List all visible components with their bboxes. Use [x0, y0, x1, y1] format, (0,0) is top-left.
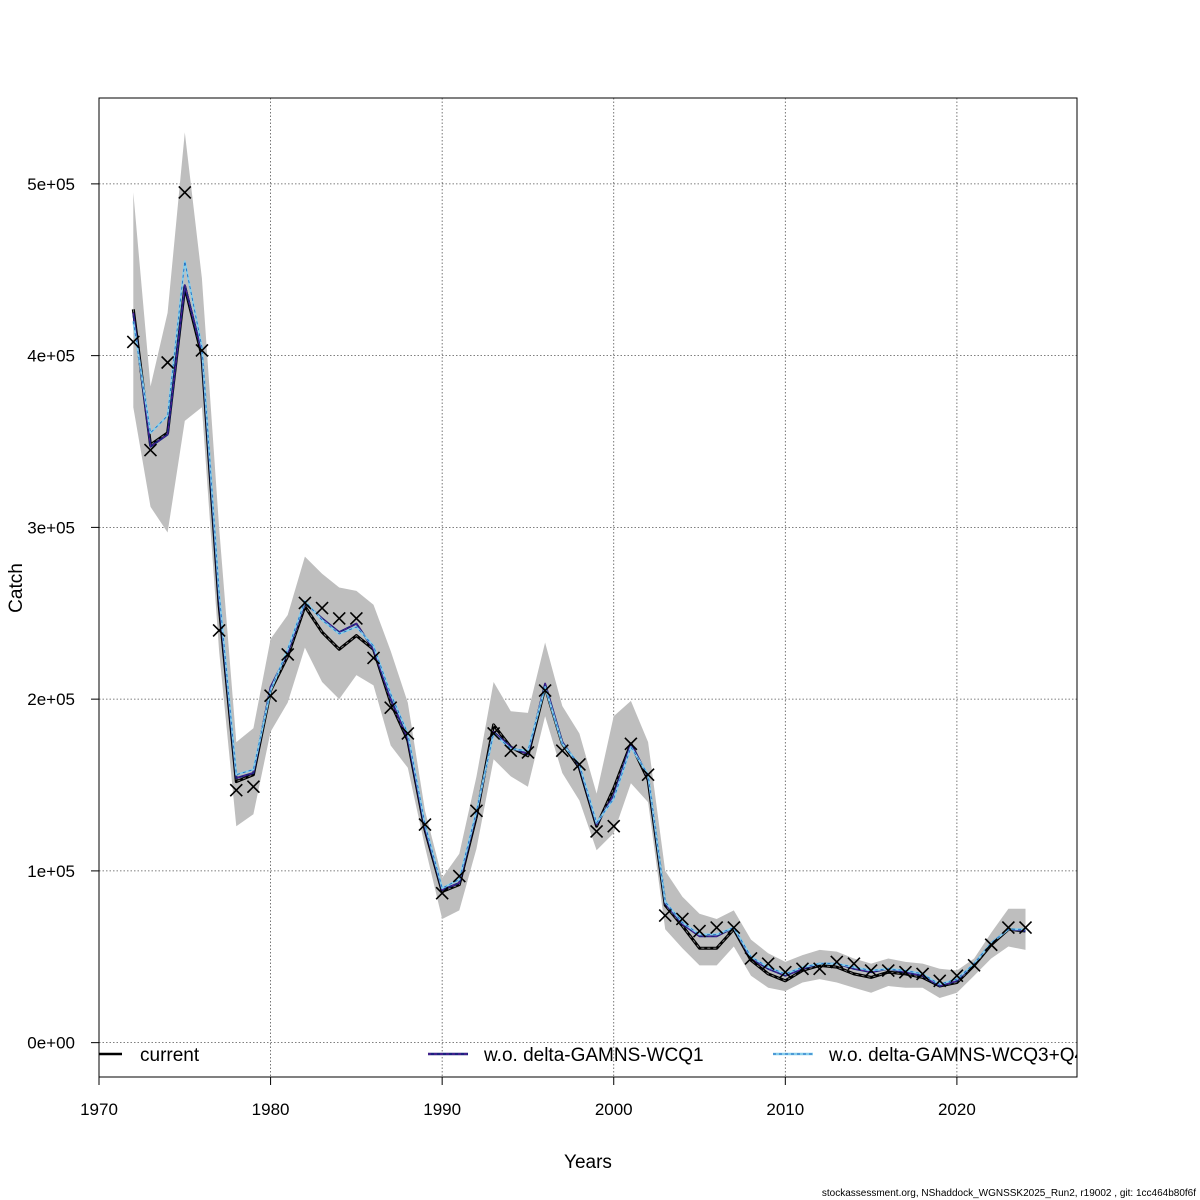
observed-point	[933, 974, 947, 988]
observed-point	[761, 957, 775, 971]
x-tick-label: 1980	[252, 1100, 290, 1119]
observed-point	[298, 596, 312, 610]
confidence-band-area	[133, 132, 1026, 998]
observed-point	[1001, 921, 1015, 935]
observed-point	[178, 185, 192, 200]
observed-point	[847, 957, 861, 971]
y-tick-label: 3e+05	[27, 518, 75, 537]
observed-point	[264, 689, 278, 703]
observed-point	[349, 611, 363, 625]
y-axis-label: Catch	[6, 563, 27, 613]
legend-label-current: current	[140, 1045, 200, 1066]
x-axis: 1970 1980 1990 2000 2010 2020	[80, 1077, 976, 1119]
observed-point	[487, 726, 501, 741]
observed-point	[246, 780, 260, 794]
series-line-inner-2	[132, 261, 1026, 985]
observed-point	[452, 869, 466, 883]
observed-point	[864, 963, 878, 978]
series-line-inner-0	[132, 286, 1026, 987]
legend-label-wcq1: w.o. delta-GAMNS-WCQ1	[483, 1045, 704, 1066]
observed-point	[572, 757, 586, 771]
footnote: stockassessment.org, NShaddock_WGNSSK202…	[822, 1188, 1196, 1199]
observed-point	[435, 886, 449, 900]
observed-point	[212, 623, 226, 638]
observed-point	[281, 647, 295, 662]
observed-point	[624, 737, 638, 751]
observed-points	[126, 185, 1033, 988]
observed-point	[418, 817, 432, 832]
observed-point	[401, 726, 415, 741]
x-tick-label: 1970	[80, 1100, 118, 1119]
y-tick-label: 5e+05	[27, 175, 75, 194]
observed-point	[504, 744, 518, 758]
observed-point	[778, 965, 792, 979]
observed-point	[950, 969, 964, 983]
confidence-band	[133, 132, 1026, 998]
observed-point	[590, 824, 604, 838]
y-axis: 0e+00 1e+05 2e+05 3e+05 4e+05 5e+05	[27, 175, 99, 1053]
observed-point	[315, 601, 329, 615]
observed-point	[521, 745, 535, 759]
y-tick-label: 0e+00	[27, 1034, 75, 1053]
x-tick-label: 2020	[938, 1100, 976, 1119]
observed-point	[161, 355, 175, 370]
observed-point	[795, 962, 810, 976]
observed-point	[641, 768, 655, 782]
observed-point	[658, 908, 672, 923]
observed-point	[881, 963, 895, 978]
legend-label-wcq3q4: w.o. delta-GAMNS-WCQ3+Q4	[828, 1045, 1085, 1066]
observed-point	[813, 962, 827, 976]
series-lines	[131, 260, 1026, 988]
plot-frame	[98, 97, 1078, 1078]
observed-point	[830, 955, 844, 969]
observed-point	[1018, 921, 1033, 935]
observed-point	[967, 958, 981, 972]
observed-point	[332, 611, 346, 625]
grid-lines	[98, 98, 1077, 1077]
observed-point	[727, 921, 741, 935]
observed-point	[538, 683, 552, 698]
series-line-2	[132, 260, 1026, 986]
observed-point	[675, 912, 689, 926]
y-tick-label: 4e+05	[27, 347, 75, 366]
observed-point	[366, 651, 381, 665]
observed-point	[692, 924, 707, 938]
observed-point	[710, 921, 724, 935]
observed-point	[143, 443, 158, 457]
observed-point	[898, 965, 912, 979]
observed-point	[229, 783, 243, 797]
series-line-1	[132, 284, 1026, 987]
y-tick-label: 2e+05	[27, 690, 75, 709]
observed-point	[126, 335, 140, 349]
observed-point	[916, 967, 930, 981]
x-tick-label: 2010	[766, 1100, 804, 1119]
plot-area: current w.o. delta-GAMNS-WCQ1 w.o. delta…	[99, 132, 1085, 1066]
series-line-0	[131, 285, 1026, 988]
x-tick-label: 2000	[595, 1100, 633, 1119]
observed-point	[607, 819, 621, 833]
observed-point	[744, 951, 758, 966]
observed-point	[555, 744, 569, 758]
x-axis-label: Years	[564, 1152, 612, 1173]
y-tick-label: 1e+05	[27, 862, 75, 881]
observed-point	[469, 804, 484, 818]
legend: current w.o. delta-GAMNS-WCQ1 w.o. delta…	[99, 1045, 1085, 1066]
observed-point	[195, 343, 209, 358]
series-line-inner-1	[132, 285, 1026, 987]
x-tick-label: 1990	[423, 1100, 461, 1119]
observed-point	[984, 938, 998, 952]
observed-point	[384, 701, 398, 715]
